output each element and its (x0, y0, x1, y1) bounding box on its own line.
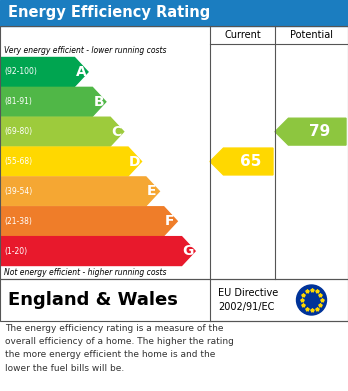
Text: F: F (165, 214, 174, 228)
Polygon shape (0, 57, 88, 86)
Text: B: B (93, 95, 104, 109)
Polygon shape (0, 177, 159, 206)
Text: Not energy efficient - higher running costs: Not energy efficient - higher running co… (4, 268, 166, 277)
Text: A: A (76, 65, 86, 79)
Text: (21-38): (21-38) (4, 217, 32, 226)
Text: EU Directive
2002/91/EC: EU Directive 2002/91/EC (218, 289, 278, 312)
Text: 79: 79 (309, 124, 330, 139)
Text: Very energy efficient - lower running costs: Very energy efficient - lower running co… (4, 46, 166, 55)
Bar (0, 279, 348, 321)
Text: Energy Efficiency Rating: Energy Efficiency Rating (8, 5, 210, 20)
Text: (1-20): (1-20) (4, 247, 27, 256)
Text: C: C (111, 125, 121, 139)
Polygon shape (275, 118, 346, 145)
Text: (81-91): (81-91) (4, 97, 32, 106)
Polygon shape (210, 148, 273, 175)
Text: Potential: Potential (290, 30, 333, 40)
Text: (39-54): (39-54) (4, 187, 32, 196)
Polygon shape (0, 237, 195, 265)
Text: E: E (147, 185, 157, 198)
Text: (92-100): (92-100) (4, 67, 37, 76)
Polygon shape (0, 117, 124, 146)
Text: (69-80): (69-80) (4, 127, 32, 136)
Text: Current: Current (224, 30, 261, 40)
Bar (0, 26, 348, 279)
Polygon shape (0, 147, 142, 176)
Text: 65: 65 (239, 154, 261, 169)
Text: G: G (183, 244, 194, 258)
Text: The energy efficiency rating is a measure of the
overall efficiency of a home. T: The energy efficiency rating is a measur… (5, 324, 234, 373)
Polygon shape (0, 207, 177, 236)
Circle shape (296, 285, 326, 315)
Text: England & Wales: England & Wales (8, 291, 178, 309)
Bar (0, 0, 348, 26)
Text: D: D (129, 154, 141, 169)
Text: (55-68): (55-68) (4, 157, 32, 166)
Polygon shape (0, 87, 106, 116)
